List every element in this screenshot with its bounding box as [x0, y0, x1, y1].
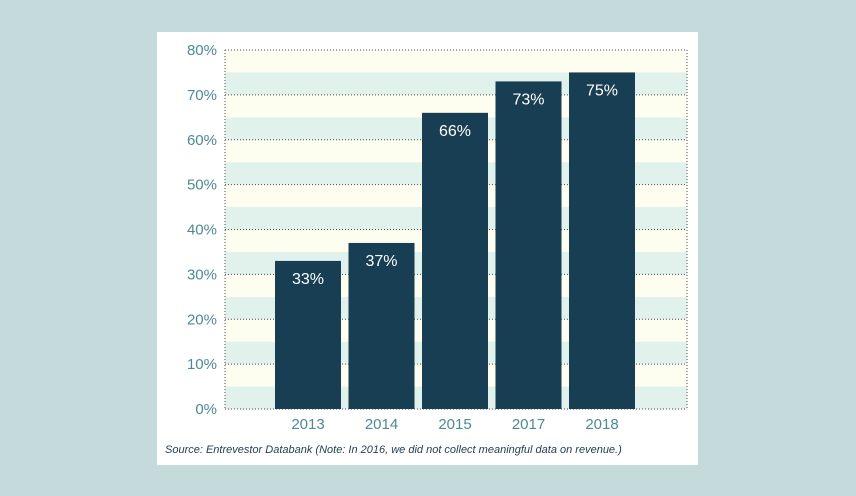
y-tick-label: 70% — [187, 87, 217, 104]
bar — [422, 112, 488, 409]
bars — [275, 72, 635, 409]
x-tick-label: 2013 — [291, 416, 324, 433]
y-axis-tick-labels: 0% 10% 20% 30% 40% 50% 60% 70% 80% — [187, 42, 217, 418]
bar — [495, 81, 562, 409]
y-tick-label: 30% — [187, 266, 217, 283]
bar-value-label: 73% — [512, 91, 544, 108]
y-tick-label: 40% — [187, 222, 217, 239]
x-tick-label: 2018 — [585, 416, 618, 433]
bar-value-label: 66% — [439, 123, 471, 140]
y-tick-label: 0% — [195, 401, 217, 418]
bar-value-label: 37% — [365, 253, 397, 270]
source-note: Source: Entrevestor Databank (Note: In 2… — [165, 444, 622, 456]
bar — [569, 72, 635, 409]
chart-card: 33% 37% 66% 73% 75% 0% 10% 20% 30% 40% 50% 60% 70% 8… — [157, 32, 698, 465]
background-band — [225, 50, 687, 73]
y-tick-label: 20% — [187, 311, 217, 328]
bar-value-label: 33% — [292, 271, 324, 288]
y-tick-label: 50% — [187, 177, 217, 194]
y-tick-label: 80% — [187, 42, 217, 59]
bar-value-labels: 33% 37% 66% 73% 75% — [292, 82, 618, 287]
x-tick-label: 2015 — [438, 416, 471, 433]
bar-value-label: 75% — [586, 82, 618, 99]
x-axis-tick-labels: 2013 2014 2015 2017 2018 — [291, 416, 618, 433]
y-tick-label: 10% — [187, 356, 217, 373]
bar-chart: 33% 37% 66% 73% 75% 0% 10% 20% 30% 40% 50% 60% 70% 8… — [187, 42, 688, 433]
y-tick-label: 60% — [187, 132, 217, 149]
x-tick-label: 2014 — [365, 416, 398, 433]
bar — [275, 260, 341, 409]
x-tick-label: 2017 — [512, 416, 545, 433]
bar — [348, 242, 415, 409]
